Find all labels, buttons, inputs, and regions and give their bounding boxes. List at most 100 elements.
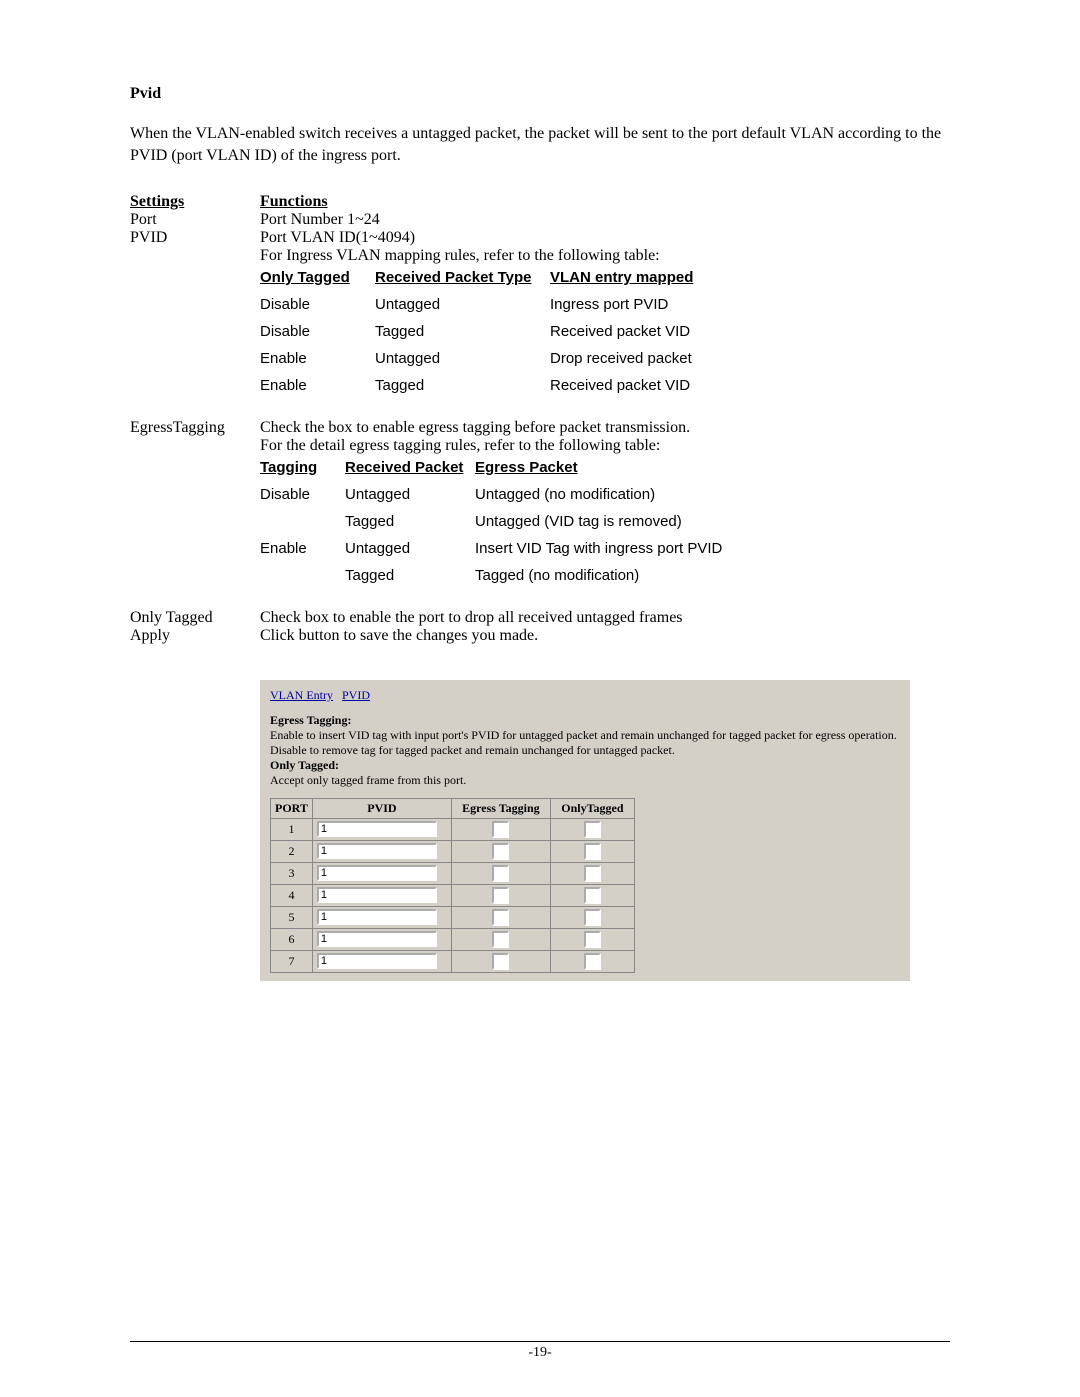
help-text: Egress Tagging: Enable to insert VID tag… — [270, 713, 900, 788]
pvid-input[interactable] — [317, 953, 437, 969]
pvid-input[interactable] — [317, 909, 437, 925]
onlytagged-value: Check box to enable the port to drop all… — [260, 609, 950, 627]
egress-tagging-cell — [451, 906, 550, 928]
only-tagged-checkbox[interactable] — [584, 821, 601, 838]
egress-tagging-checkbox[interactable] — [492, 887, 509, 904]
only-tagged-cell — [550, 840, 634, 862]
egress-tagging-checkbox[interactable] — [492, 953, 509, 970]
document-page: Pvid When the VLAN-enabled switch receiv… — [0, 0, 1080, 1397]
only-tagged-cell — [550, 884, 634, 906]
egress-cell: Disable — [260, 486, 345, 503]
port-number-cell: 6 — [271, 928, 313, 950]
only-tagged-checkbox[interactable] — [584, 887, 601, 904]
egress-cell: Enable — [260, 540, 345, 557]
egress-tagging-cell — [451, 840, 550, 862]
port-row: 5 — [271, 906, 635, 928]
egress-tagging-cell — [451, 884, 550, 906]
egress-cell: Untagged — [345, 540, 475, 557]
only-tagged-checkbox[interactable] — [584, 865, 601, 882]
port-number-cell: 2 — [271, 840, 313, 862]
only-tagged-cell — [550, 906, 634, 928]
egress-tagging-cell — [451, 862, 550, 884]
egress-tagging-checkbox[interactable] — [492, 821, 509, 838]
egress-h1: Tagging — [260, 459, 345, 476]
egress-cell: Tagged — [345, 513, 475, 530]
pvid-input[interactable] — [317, 865, 437, 881]
egress-cell — [260, 567, 345, 584]
egress-cell: Insert VID Tag with ingress port PVID — [475, 540, 950, 557]
only-tagged-text: Accept only tagged frame from this port. — [270, 773, 466, 787]
egress-line2: For the detail egress tagging rules, ref… — [260, 437, 950, 455]
port-value: Port Number 1~24 — [260, 211, 950, 229]
port-number-cell: 7 — [271, 950, 313, 972]
egress-tagging-checkbox[interactable] — [492, 931, 509, 948]
port-label: Port — [130, 211, 260, 229]
egress-tagging-checkbox[interactable] — [492, 865, 509, 882]
ingress-cell: Disable — [260, 323, 375, 340]
pvid-input[interactable] — [317, 931, 437, 947]
only-tagged-checkbox[interactable] — [584, 953, 601, 970]
pvid-input[interactable] — [317, 887, 437, 903]
ingress-cell: Received packet VID — [550, 323, 950, 340]
egress-tagging-checkbox[interactable] — [492, 909, 509, 926]
pvid-line2: For Ingress VLAN mapping rules, refer to… — [260, 247, 950, 265]
only-tagged-checkbox[interactable] — [584, 843, 601, 860]
egress-tagging-table: Tagging Received Packet Egress Packet Di… — [260, 459, 950, 584]
pvid-line1: Port VLAN ID(1~4094) — [260, 229, 950, 247]
ingress-cell: Enable — [260, 350, 375, 367]
th-pvid: PVID — [312, 798, 451, 818]
vlan-entry-link[interactable]: VLAN Entry — [270, 688, 333, 702]
port-row: 6 — [271, 928, 635, 950]
ingress-cell: Ingress port PVID — [550, 296, 950, 313]
th-port: PORT — [271, 798, 313, 818]
egresstagging-label: EgressTagging — [130, 419, 260, 584]
egress-cell: Tagged (no modification) — [475, 567, 950, 584]
port-config-table: PORT PVID Egress Tagging OnlyTagged 1234… — [270, 798, 635, 973]
pvid-input-cell — [312, 884, 451, 906]
egress-cell: Untagged (no modification) — [475, 486, 950, 503]
port-number-cell: 3 — [271, 862, 313, 884]
egress-h2: Received Packet — [345, 459, 475, 476]
ingress-cell: Disable — [260, 296, 375, 313]
egress-tagging-cell — [451, 818, 550, 840]
pvid-input-cell — [312, 950, 451, 972]
only-tagged-checkbox[interactable] — [584, 931, 601, 948]
apply-value: Click button to save the changes you mad… — [260, 627, 950, 645]
nav-links: VLAN Entry PVID — [270, 688, 900, 703]
settings-header: Settings — [130, 193, 260, 211]
pvid-link[interactable]: PVID — [342, 688, 370, 702]
only-tagged-checkbox[interactable] — [584, 909, 601, 926]
pvid-input-cell — [312, 906, 451, 928]
onlytagged-label: Only Tagged — [130, 609, 260, 627]
port-row: 1 — [271, 818, 635, 840]
egress-tagging-cell — [451, 950, 550, 972]
port-number-cell: 1 — [271, 818, 313, 840]
egress-cell: Untagged (VID tag is removed) — [475, 513, 950, 530]
only-tagged-cell — [550, 950, 634, 972]
ingress-h1: Only Tagged — [260, 269, 375, 286]
egresstagging-value: Check the box to enable egress tagging b… — [260, 419, 950, 584]
apply-label: Apply — [130, 627, 260, 645]
only-tagged-cell — [550, 862, 634, 884]
port-number-cell: 4 — [271, 884, 313, 906]
ingress-mapping-table: Only Tagged Received Packet Type VLAN en… — [260, 269, 950, 394]
port-row: 2 — [271, 840, 635, 862]
pvid-config-screenshot: VLAN Entry PVID Egress Tagging: Enable t… — [260, 680, 910, 981]
only-tagged-label: Only Tagged: — [270, 758, 339, 772]
pvid-label: PVID — [130, 229, 260, 394]
port-number-cell: 5 — [271, 906, 313, 928]
egress-tagging-cell — [451, 928, 550, 950]
egress-cell: Tagged — [345, 567, 475, 584]
egress-line1: Check the box to enable egress tagging b… — [260, 419, 950, 437]
pvid-input[interactable] — [317, 843, 437, 859]
ingress-cell: Tagged — [375, 377, 550, 394]
egress-tagging-checkbox[interactable] — [492, 843, 509, 860]
page-number: -19- — [0, 1345, 1080, 1361]
egress-cell — [260, 513, 345, 530]
pvid-input[interactable] — [317, 821, 437, 837]
ingress-cell: Tagged — [375, 323, 550, 340]
pvid-input-cell — [312, 818, 451, 840]
ingress-h3: VLAN entry mapped — [550, 269, 950, 286]
pvid-value: Port VLAN ID(1~4094) For Ingress VLAN ma… — [260, 229, 950, 394]
footer-rule — [130, 1341, 950, 1342]
